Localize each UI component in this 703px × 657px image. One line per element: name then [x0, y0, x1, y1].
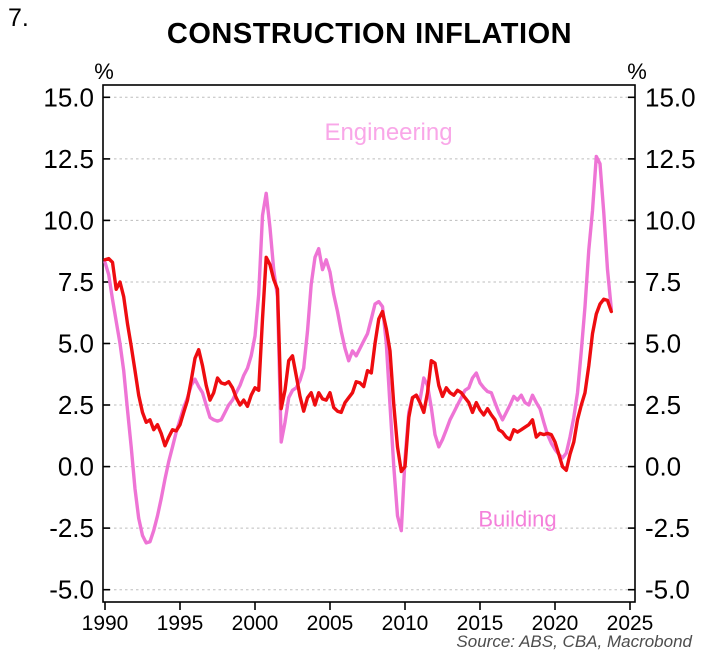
- chart-title: CONSTRUCTION INFLATION: [166, 18, 573, 50]
- y-tick-label-left: 2.5: [58, 390, 94, 420]
- x-tick-label: 1990: [82, 612, 129, 635]
- y-tick-label-right: 10.0: [645, 205, 696, 235]
- engineering-label: Engineering: [324, 119, 452, 146]
- y-tick-label-left: 0.0: [58, 452, 94, 482]
- building-label: Building: [478, 506, 556, 531]
- y-tick-label-right: 7.5: [645, 267, 681, 297]
- y-tick-label-left: 12.5: [43, 144, 94, 174]
- unit-label-left: %: [94, 59, 114, 84]
- x-tick-label: 2015: [457, 612, 504, 635]
- y-tick-label-right: 15.0: [645, 82, 696, 112]
- y-tick-label-right: 5.0: [645, 329, 681, 359]
- x-tick-label: 2025: [607, 612, 654, 635]
- y-tick-label-left: -2.5: [49, 513, 94, 543]
- x-tick-label: 2020: [532, 612, 579, 635]
- y-tick-label-right: 0.0: [645, 452, 681, 482]
- y-tick-label-right: -5.0: [645, 575, 690, 605]
- source-attribution: Source: ABS, CBA, Macrobond: [456, 632, 692, 651]
- engineering-line: [103, 154, 613, 545]
- y-tick-label-left: 15.0: [43, 82, 94, 112]
- x-tick-label: 1995: [157, 612, 204, 635]
- y-tick-label-right: 2.5: [645, 390, 681, 420]
- y-tick-label-right: -2.5: [645, 513, 690, 543]
- y-tick-label-right: 12.5: [645, 144, 696, 174]
- x-tick-label: 2005: [307, 612, 354, 635]
- y-tick-label-left: -5.0: [49, 575, 94, 605]
- figure-number: 7.: [8, 4, 29, 32]
- y-tick-label-left: 10.0: [43, 205, 94, 235]
- y-tick-label-left: 5.0: [58, 329, 94, 359]
- x-tick-label: 2000: [232, 612, 279, 635]
- unit-label-right: %: [627, 59, 647, 84]
- building-line: [103, 255, 613, 474]
- y-tick-label-left: 7.5: [58, 267, 94, 297]
- x-tick-label: 2010: [382, 612, 429, 635]
